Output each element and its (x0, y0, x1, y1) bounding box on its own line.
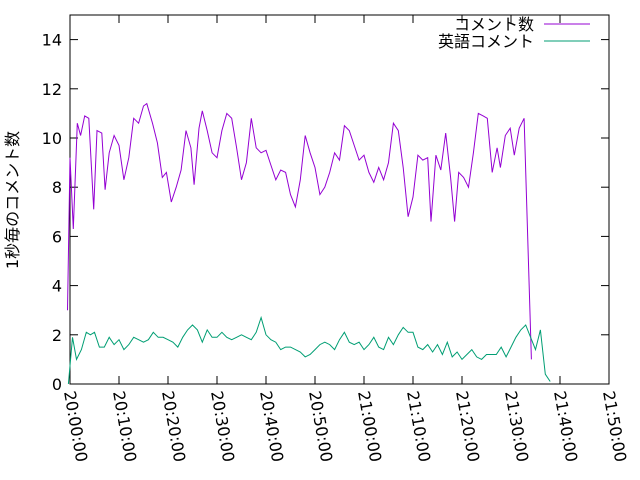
plot-frame (69, 14, 610, 385)
x-tick-label: 21:40:00 (550, 389, 581, 463)
y-axis-label: 1秒毎のコメント数 (3, 131, 22, 269)
x-tick-label: 21:50:00 (599, 389, 630, 463)
y-axis: 0 2 4 6 8 10 12 14 (42, 31, 609, 394)
x-tick-label: 20:00:00 (60, 389, 91, 463)
y-tick-label: 6 (52, 227, 62, 246)
x-tick-label: 20:30:00 (207, 389, 238, 463)
x-tick-label: 21:30:00 (501, 389, 532, 463)
y-tick-label: 14 (42, 31, 62, 50)
y-tick-label: 2 (52, 326, 62, 345)
legend-label: コメント数 (454, 15, 534, 34)
x-tick-label: 21:10:00 (403, 389, 434, 463)
x-tick-label: 20:10:00 (109, 389, 140, 463)
series-line-2 (67, 315, 551, 385)
plot-border (69, 14, 610, 385)
y-tick-label: 8 (52, 178, 62, 197)
y-tick-label: 10 (42, 129, 62, 148)
y-tick-label: 4 (52, 277, 62, 296)
series-layer (67, 102, 551, 385)
y-tick-label: 0 (52, 375, 62, 394)
y-tick-label: 12 (42, 80, 62, 99)
legend-label: 英語コメント (438, 32, 534, 51)
x-axis: 20:00:00 20:10:00 20:20:00 20:30:00 20:40:00… (60, 15, 630, 463)
x-tick-label: 20:50:00 (305, 389, 336, 463)
x-tick-label: 20:20:00 (158, 389, 189, 463)
x-tick-label: 21:00:00 (354, 389, 385, 463)
series-line-1 (67, 102, 532, 360)
x-tick-label: 21:20:00 (452, 389, 483, 463)
x-tick-label: 20:40:00 (256, 389, 287, 463)
